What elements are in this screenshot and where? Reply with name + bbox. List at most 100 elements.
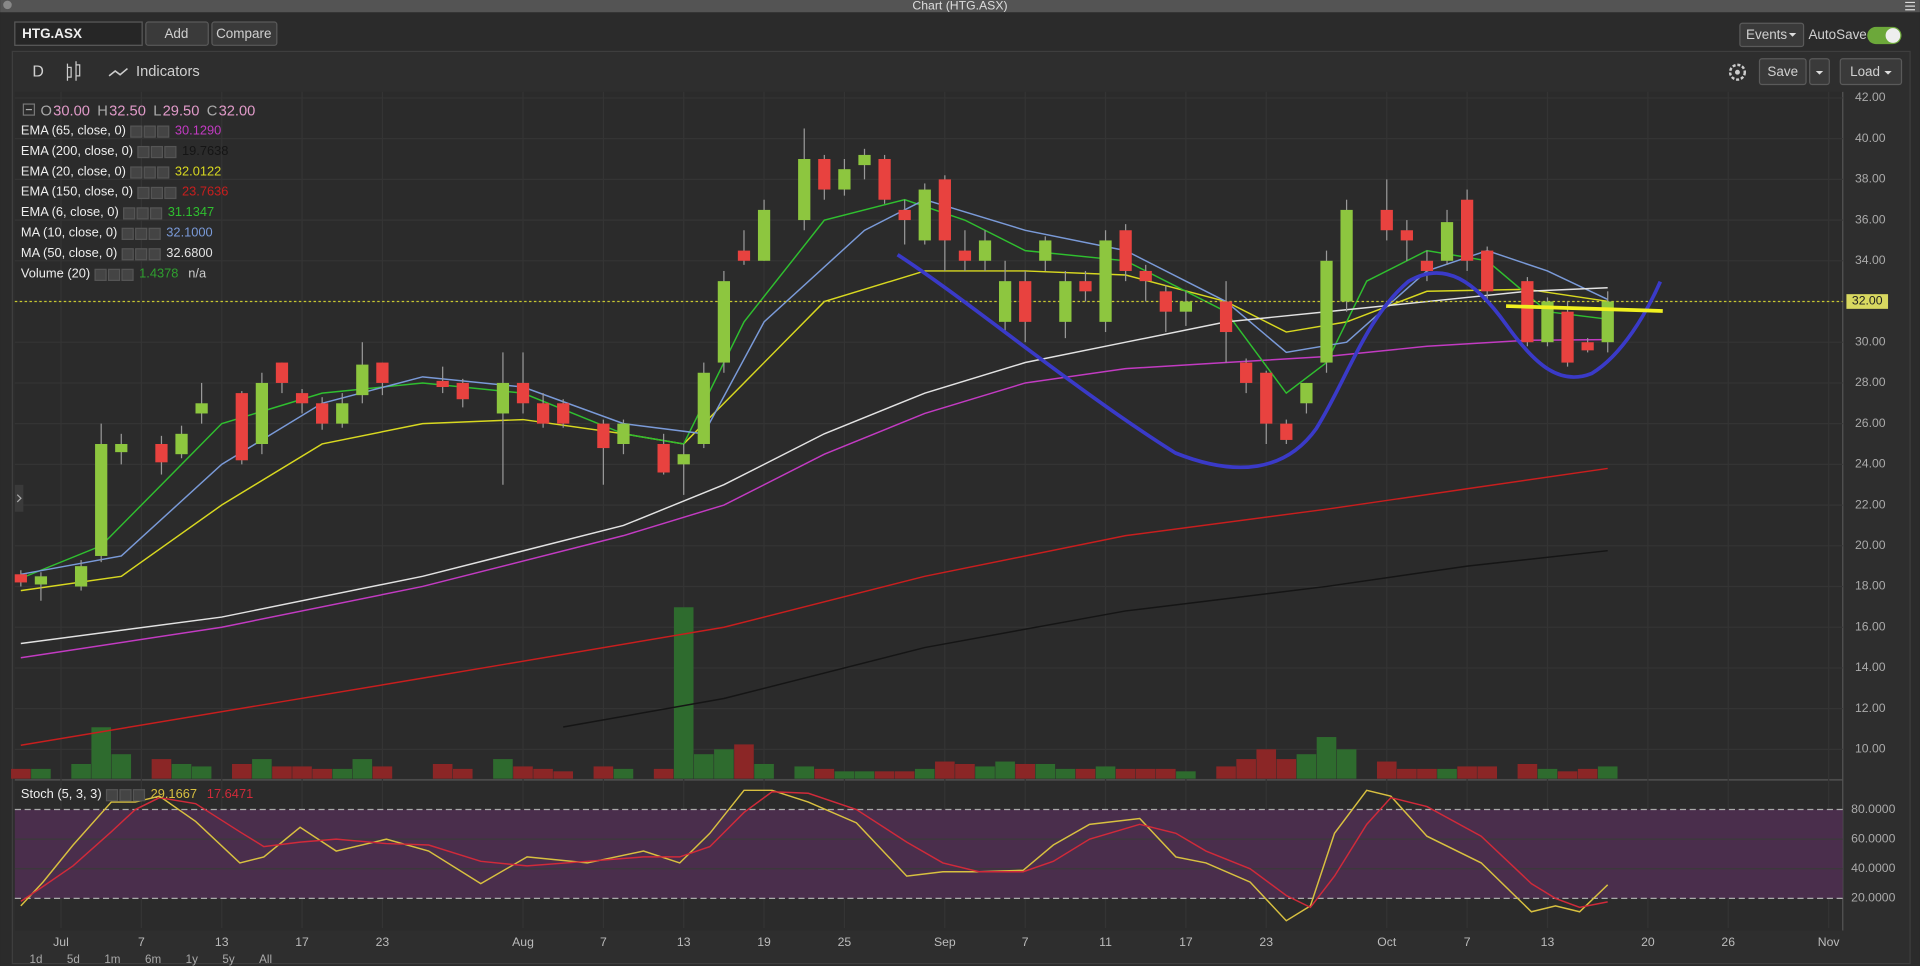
candle-body — [878, 159, 891, 200]
menu-icon[interactable] — [1905, 1, 1915, 11]
stoch-tick-label: 40.0000 — [1851, 861, 1895, 875]
x-tick-label: 25 — [838, 935, 852, 949]
x-tick-label: Aug — [512, 935, 534, 949]
last-price-label: 32.00 — [1852, 294, 1883, 308]
y-tick-label: 42.00 — [1855, 90, 1886, 104]
volume-bar — [734, 744, 754, 779]
period[interactable]: D — [32, 63, 44, 80]
stoch-value: 17.6471 — [207, 786, 253, 801]
candle-body — [1079, 281, 1092, 292]
range-button[interactable]: 1y — [186, 953, 198, 966]
volume-bar — [432, 763, 453, 779]
legend-icon — [143, 125, 156, 138]
stoch-tick-label: 20.0000 — [1851, 891, 1895, 905]
x-tick-label: 7 — [1022, 935, 1029, 949]
legend-icon — [121, 248, 134, 261]
volume-bar — [694, 754, 714, 779]
compare-button[interactable] — [211, 21, 278, 46]
volume-bar — [1597, 766, 1618, 779]
events-button[interactable] — [1739, 22, 1805, 48]
legend-icon — [149, 207, 163, 220]
volume-bar — [332, 768, 353, 779]
legend-name: Volume (20) — [21, 266, 90, 281]
candle-body — [1400, 230, 1413, 241]
candle-body — [757, 209, 771, 261]
range-button[interactable]: 1m — [104, 953, 120, 966]
legend-extra: n/a — [188, 266, 207, 281]
candle-body — [115, 444, 128, 453]
ohlc-key: C — [207, 103, 218, 119]
candle-body — [1460, 199, 1474, 261]
load-button[interactable] — [1839, 58, 1903, 86]
settings-icon[interactable] — [1728, 63, 1747, 81]
volume-bar — [1397, 768, 1417, 779]
symbol-input[interactable] — [14, 21, 143, 46]
stoch-line — [20, 791, 1608, 909]
x-tick-label: 13 — [215, 935, 229, 949]
autosave-label: AutoSave — [1808, 27, 1866, 42]
indicator-line — [20, 198, 1608, 580]
ohlc-value: 29.50 — [163, 103, 200, 119]
volume-bar — [814, 768, 835, 779]
volume-bar — [714, 749, 734, 779]
volume-bar — [794, 766, 815, 779]
y-tick-label: 16.00 — [1855, 619, 1886, 633]
legend-icon — [135, 248, 148, 261]
volume-bar — [1336, 749, 1357, 779]
y-tick-label: 22.00 — [1855, 497, 1886, 511]
legend-icon — [105, 789, 119, 802]
range-button[interactable]: All — [259, 953, 272, 966]
volume-bar — [834, 771, 855, 779]
candle-body — [938, 179, 951, 241]
candle-body — [557, 403, 570, 424]
side-toggle[interactable] — [14, 484, 24, 512]
drawn-curve[interactable] — [896, 253, 1663, 470]
candle-body — [597, 423, 610, 449]
candle-body — [536, 403, 550, 424]
volume-bar — [452, 768, 473, 779]
candle-body — [1420, 260, 1434, 271]
range-button[interactable]: 1d — [30, 953, 43, 966]
indicator-line — [20, 467, 1608, 746]
volume-bar — [995, 761, 1015, 779]
range-button[interactable]: 5y — [222, 953, 234, 966]
indicator-line — [20, 286, 1608, 645]
stoch-tick-label: 80.0000 — [1851, 802, 1895, 816]
range-button[interactable]: 6m — [145, 953, 161, 966]
y-tick-label: 28.00 — [1855, 375, 1886, 389]
y-tick-label: 20.00 — [1855, 538, 1886, 552]
candle-body — [978, 240, 992, 261]
y-tick-label: 38.00 — [1855, 172, 1886, 186]
candle-body — [1179, 301, 1193, 312]
legend-icon — [107, 268, 121, 281]
collapse-box[interactable] — [22, 103, 36, 116]
volume-bar — [352, 759, 373, 779]
range-button[interactable]: 5d — [67, 953, 80, 966]
chart-type-icon[interactable] — [66, 61, 81, 81]
volume-bar — [171, 763, 192, 779]
toggle-knob — [1885, 28, 1901, 43]
indicators-button[interactable]: Indicators — [136, 64, 200, 80]
volume-bar — [91, 727, 111, 779]
add-button[interactable] — [145, 21, 209, 46]
save-button[interactable] — [1758, 58, 1807, 86]
ohlc-key: L — [153, 103, 161, 119]
caret — [1788, 33, 1797, 37]
legend: O 30.00 H 32.50 L 29.50 C 32.00 EMA (65, close, … — [21, 103, 255, 802]
drawn-line[interactable] — [1505, 304, 1663, 313]
stoch-value: 29.1667 — [151, 786, 197, 801]
legend-name: EMA (65, close, 0) — [21, 122, 126, 137]
x-tick-label: Nov — [1818, 935, 1841, 949]
volume-bar — [191, 766, 212, 779]
volume-bar — [935, 761, 955, 779]
title-bar — [0, 0, 1920, 13]
volume-bar — [493, 759, 513, 779]
volume-bar — [914, 768, 935, 779]
volume-bar — [1256, 749, 1277, 779]
volume-bar — [894, 771, 915, 779]
candle-body — [858, 154, 871, 166]
y-tick-label: 18.00 — [1855, 579, 1886, 593]
volume-bar — [955, 763, 975, 779]
candle-body — [1059, 281, 1072, 322]
legend-name: EMA (150, close, 0) — [21, 184, 133, 199]
